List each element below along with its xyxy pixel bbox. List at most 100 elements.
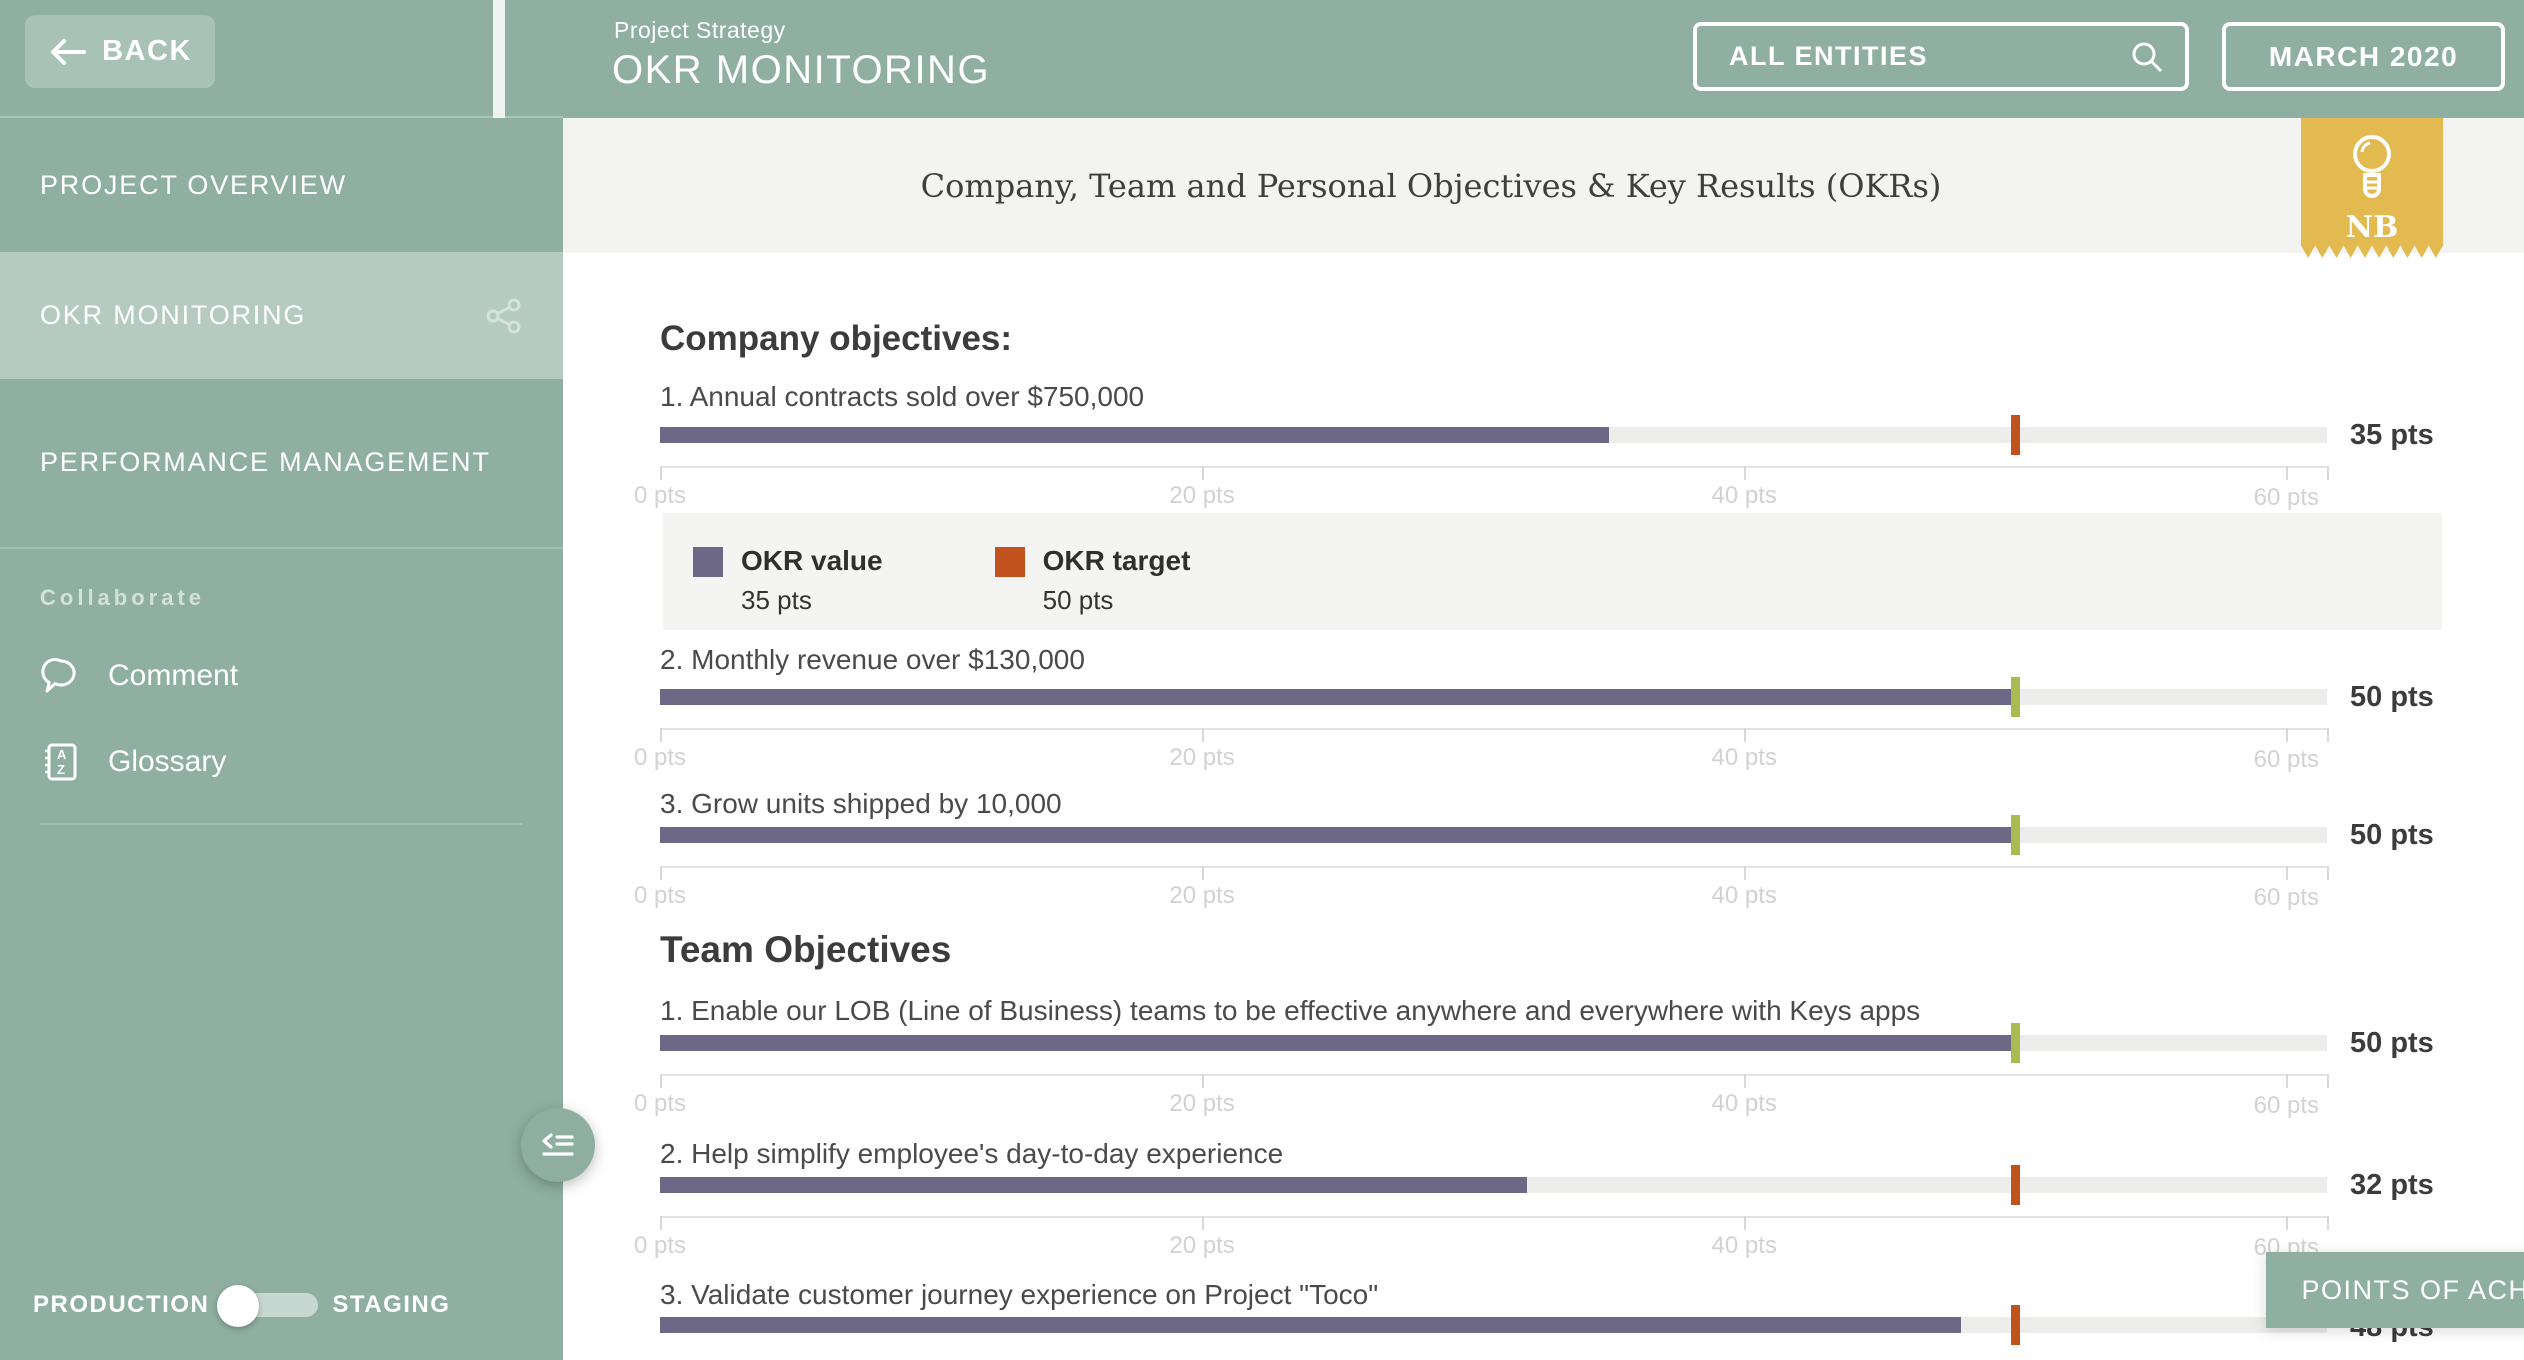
axis-tick-label: 20 pts (1169, 744, 1235, 771)
breadcrumb: Project Strategy (614, 17, 786, 43)
sidebar-item-label: Glossary (108, 745, 227, 778)
achievement-view-toggle: POINTS OF ACHIEVEMENT % OF ACHIEVEMENT (2266, 1252, 2524, 1328)
okr-value-swatch (693, 547, 723, 577)
top-header: Project Strategy OKR MONITORING MARCH 20… (563, 0, 2524, 118)
okr-target-marker (2011, 815, 2021, 855)
section-heading-team: Team Objectives (660, 929, 952, 970)
axis-tick-label: 20 pts (1169, 882, 1235, 909)
legend-amount: 35 pts (741, 585, 812, 615)
environment-toggle: PRODUCTION STAGING (0, 1275, 563, 1335)
okr-target-marker (2011, 1165, 2021, 1205)
collaborate-section-label: Collaborate (40, 585, 206, 610)
axis-tick-label: 60 pts (2253, 884, 2319, 911)
objective-label: 2. Monthly revenue over $130,000 (660, 644, 1085, 675)
svg-text:Z: Z (57, 762, 65, 777)
sidebar-item-label: PERFORMANCE MANAGEMENT (40, 447, 491, 478)
section-heading-company: Company objectives: (660, 319, 1013, 358)
axis-tick-label: 40 pts (1711, 482, 1777, 509)
nb-badge[interactable]: NB (2301, 118, 2443, 258)
axis-tick-label: 40 pts (1711, 1090, 1777, 1117)
sidebar-item-comment[interactable]: Comment (40, 655, 523, 697)
legend-okr-target: OKR target 50 pts (994, 545, 1191, 630)
okr-bar-track[interactable] (660, 415, 2327, 455)
okr-value-bar (660, 689, 2016, 705)
sidebar-item-performance-management[interactable]: PERFORMANCE MANAGEMENT (0, 379, 563, 549)
lightbulb-icon (2353, 135, 2391, 198)
entities-search-input[interactable] (1729, 41, 2129, 72)
okr-value-bar (660, 1035, 2016, 1051)
okr-bar-track[interactable] (660, 1305, 2327, 1345)
banner: Company, Team and Personal Objectives & … (563, 118, 2524, 253)
switch-knob[interactable] (217, 1285, 260, 1327)
axis-tick-label: 0 pts (633, 1090, 687, 1117)
okr-value-bar (660, 827, 2016, 843)
sidebar-divider (40, 823, 523, 825)
okr-target-marker (2011, 415, 2021, 455)
environment-switch[interactable] (217, 1285, 319, 1327)
sidebar-item-okr-monitoring[interactable]: OKR MONITORING (0, 252, 563, 379)
legend-label: OKR target (1042, 545, 1191, 576)
okr-bar-track[interactable] (660, 815, 2327, 855)
points-value-label: 32 pts (2350, 1169, 2434, 1201)
okr-bar-track[interactable] (660, 1023, 2327, 1063)
nb-badge-label: NB (2345, 210, 2399, 245)
entities-search-box[interactable] (1693, 22, 2189, 91)
axis-tick-label: 0 pts (633, 482, 687, 509)
okr-value-bar (660, 1177, 1528, 1193)
period-selector-button[interactable]: MARCH 2020 (2222, 22, 2505, 91)
sidebar-header: BACK (0, 0, 563, 118)
okr-value-bar (660, 1317, 1962, 1333)
sidebar-item-label: OKR MONITORING (40, 300, 307, 330)
axis-tick-label: 20 pts (1169, 482, 1235, 509)
staging-label: STAGING (332, 1291, 451, 1318)
objective-label: 1. Enable our LOB (Line of Business) tea… (660, 995, 1921, 1026)
axis-tick-label: 60 pts (2253, 1092, 2319, 1119)
okr-chart-area: Company objectives: 1. Annual contracts … (563, 253, 2524, 1360)
okr-target-marker (2011, 1305, 2021, 1345)
objective-label: 1. Annual contracts sold over $750,000 (660, 381, 1145, 412)
main-area: Project Strategy OKR MONITORING MARCH 20… (563, 0, 2524, 1360)
objective-label: 2. Help simplify employee's day-to-day e… (660, 1138, 1284, 1169)
axis-tick-label: 20 pts (1169, 1232, 1235, 1259)
axis-tick-label: 60 pts (2253, 484, 2319, 511)
okr-bar-track[interactable] (660, 1165, 2327, 1205)
points-axis: 0 pts 20 pts 40 pts 60 pts (634, 866, 2329, 911)
back-label: BACK (102, 35, 192, 67)
okr-value-bar (660, 427, 1609, 443)
okr-target-marker (2011, 1023, 2021, 1063)
axis-tick-label: 20 pts (1169, 1090, 1235, 1117)
points-value-label: 50 pts (2350, 1027, 2434, 1059)
sidebar-item-label: PROJECT OVERVIEW (40, 169, 347, 200)
banner-title: Company, Team and Personal Objectives & … (920, 166, 1942, 205)
points-of-achievement-button[interactable]: POINTS OF ACHIEVEMENT (2266, 1252, 2524, 1328)
sidebar: BACK PROJECT OVERVIEW OKR MONITORING PER… (0, 0, 563, 1360)
legend-label: OKR value (741, 545, 883, 576)
okr-target-marker (2011, 677, 2021, 717)
search-icon[interactable] (2129, 39, 2165, 75)
points-axis: 0 pts 20 pts 40 pts 60 pts (634, 1074, 2329, 1119)
comment-bubble-icon (41, 658, 76, 693)
axis-tick-label: 40 pts (1711, 744, 1777, 771)
back-button[interactable]: BACK (25, 15, 215, 88)
axis-tick-label: 40 pts (1711, 882, 1777, 909)
objective-label: 3. Grow units shipped by 10,000 (660, 788, 1062, 819)
collapse-sidebar-button[interactable] (521, 1108, 595, 1182)
axis-tick-label: 0 pts (633, 882, 687, 909)
svg-text:A: A (57, 747, 67, 762)
axis-tick-label: 60 pts (2253, 746, 2319, 773)
page-title: OKR MONITORING (612, 48, 991, 92)
share-icon[interactable] (485, 297, 523, 335)
axis-tick-label: 40 pts (1711, 1232, 1777, 1259)
okr-bar-track[interactable] (660, 677, 2327, 717)
objective-label: 3. Validate customer journey experience … (660, 1279, 1379, 1310)
production-label: PRODUCTION (33, 1291, 210, 1318)
okr-target-swatch (994, 547, 1025, 577)
sidebar-item-project-overview[interactable]: PROJECT OVERVIEW (0, 118, 563, 252)
collapse-panel-icon (542, 1133, 574, 1156)
sidebar-item-glossary[interactable]: A Z Glossary (40, 741, 523, 783)
sidebar-item-label: Comment (108, 659, 239, 692)
collaborate-section: Collaborate Comment A Z Glossary (0, 549, 563, 825)
legend-okr-value: OKR value 35 pts (693, 545, 883, 630)
back-arrow-icon (51, 38, 87, 65)
